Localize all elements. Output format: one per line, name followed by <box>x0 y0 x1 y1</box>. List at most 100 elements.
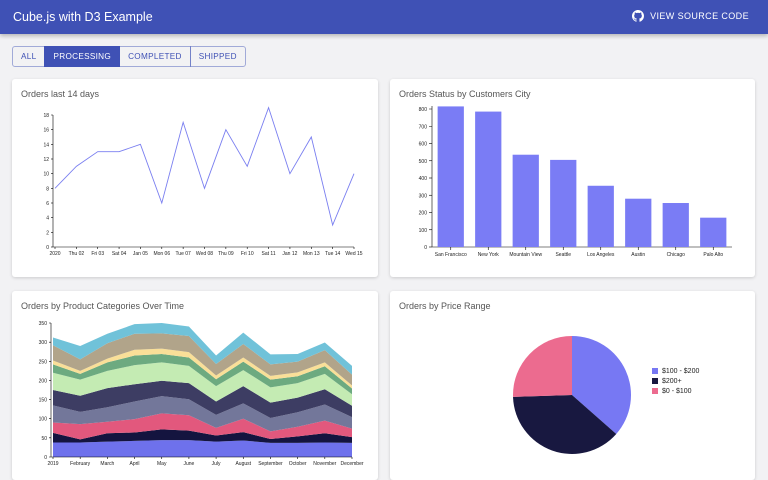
x-tick-label: September <box>258 461 283 467</box>
status-tabs: ALL PROCESSING COMPLETED SHIPPED <box>12 46 246 67</box>
y-tick-label: 600 <box>419 142 428 148</box>
bar-chart-title: Orders Status by Customers City <box>399 89 531 99</box>
y-tick-label: 350 <box>39 321 48 327</box>
area-series <box>53 413 352 440</box>
x-tick-label: Fri 03 <box>91 251 104 257</box>
orders-line <box>54 106 355 227</box>
bar <box>475 111 502 248</box>
x-tick-label: Fri 10 <box>241 251 254 257</box>
legend-swatch <box>652 378 658 384</box>
x-tick-label: 2019 <box>47 461 58 467</box>
x-tick-label: Palo Alto <box>703 252 723 258</box>
x-tick-label: December <box>340 461 363 467</box>
bar-chart-card: Orders Status by Customers City 0 100 200 3… <box>390 79 755 277</box>
x-tick-label: February <box>70 461 91 467</box>
x-tick-label: April <box>130 461 140 467</box>
legend-swatch <box>652 368 658 374</box>
y-tick-label: 300 <box>39 340 48 346</box>
x-tick-label: August <box>235 461 251 467</box>
x-tick-label: Chicago <box>667 252 686 258</box>
y-tick-label: 200 <box>39 378 48 384</box>
y-tick-label: 6 <box>46 201 49 207</box>
area-chart: 0 50 100 150 200 250 300 350 2019 February March Ap… <box>39 321 364 467</box>
y-tick-label: 100 <box>419 228 428 234</box>
x-tick-label: Mon 06 <box>153 251 170 257</box>
area-series <box>53 429 352 443</box>
tab-shipped[interactable]: SHIPPED <box>189 46 246 67</box>
legend-label: $0 - $100 <box>662 387 692 395</box>
y-tick-label: 14 <box>43 142 49 148</box>
x-tick-label: Seattle <box>555 252 571 258</box>
x-tick-label: Jan 05 <box>133 251 148 257</box>
area-series <box>53 333 352 386</box>
line-chart: 0 2 4 6 8 10 12 14 16 18 2020 Thu 02 Fri 03 Sat 04 Jan… <box>43 106 363 257</box>
bar <box>512 154 539 247</box>
area-series <box>53 440 352 457</box>
area-series <box>53 362 352 406</box>
x-tick-label: October <box>289 461 307 467</box>
y-tick-label: 700 <box>419 124 428 130</box>
x-tick-label: Mountain View <box>509 252 542 258</box>
tab-all[interactable]: ALL <box>12 46 46 67</box>
pie-legend: $100 - $200 $200+ $0 - $100 <box>652 366 699 396</box>
legend-label: $200+ <box>662 377 682 385</box>
area-series <box>53 354 352 395</box>
legend-item: $100 - $200 <box>652 366 699 376</box>
y-tick-label: 100 <box>39 417 48 423</box>
area-chart-title: Orders by Product Categories Over Time <box>21 301 185 311</box>
tab-completed[interactable]: COMPLETED <box>119 46 191 67</box>
y-tick-label: 0 <box>46 245 49 251</box>
x-tick-label: July <box>212 461 221 467</box>
legend-swatch <box>652 388 658 394</box>
x-tick-label: May <box>157 461 167 467</box>
bar <box>550 159 577 247</box>
line-chart-title: Orders last 14 days <box>21 89 100 99</box>
github-icon <box>632 10 645 22</box>
bar <box>587 185 614 247</box>
y-tick-label: 800 <box>419 107 428 113</box>
x-tick-label: Tue 14 <box>325 251 341 257</box>
y-tick-label: 400 <box>419 176 428 182</box>
pie-slice <box>572 336 631 435</box>
y-tick-label: 4 <box>46 216 49 222</box>
y-tick-label: 500 <box>419 159 428 165</box>
x-tick-label: Jan 12 <box>282 251 297 257</box>
y-tick-label: 8 <box>46 186 49 192</box>
bar <box>700 217 727 247</box>
legend-item: $200+ <box>652 376 699 386</box>
bar <box>437 106 464 247</box>
area-series <box>53 348 352 389</box>
x-tick-label: New York <box>478 252 500 258</box>
area-series <box>53 396 352 432</box>
bar <box>625 198 652 247</box>
x-tick-label: June <box>183 461 194 467</box>
pie-chart-card: Orders by Price Range $100 - $200 $200+ … <box>390 291 755 480</box>
pie-slice <box>513 395 617 454</box>
tab-processing[interactable]: PROCESSING <box>44 46 121 67</box>
x-tick-label: Sat 04 <box>112 251 127 257</box>
x-tick-label: Thu 09 <box>218 251 234 257</box>
legend-label: $100 - $200 <box>662 367 700 375</box>
y-tick-label: 0 <box>424 245 427 251</box>
y-tick-label: 2 <box>46 230 49 236</box>
x-tick-label: Thu 02 <box>69 251 85 257</box>
y-tick-label: 10 <box>43 172 49 178</box>
app-title: Cube.js with D3 Example <box>13 10 153 24</box>
y-tick-label: 200 <box>419 211 428 217</box>
pie-chart-title: Orders by Price Range <box>399 301 491 311</box>
x-tick-label: March <box>100 461 114 467</box>
bar-chart: 0 100 200 300 400 500 600 700 800 San Francisco Ne… <box>419 106 732 258</box>
legend-item: $0 - $100 <box>652 386 699 396</box>
app-bar: Cube.js with D3 Example VIEW SOURCE CODE <box>0 0 768 34</box>
x-tick-label: 2020 <box>49 251 60 257</box>
x-tick-label: San Francisco <box>435 252 467 258</box>
y-tick-label: 0 <box>44 455 47 461</box>
y-tick-label: 250 <box>39 359 48 365</box>
area-series <box>53 380 352 418</box>
pie-chart <box>513 336 631 454</box>
y-tick-label: 50 <box>41 436 47 442</box>
view-source-button[interactable]: VIEW SOURCE CODE <box>632 10 749 22</box>
x-tick-label: Tue 07 <box>175 251 191 257</box>
x-tick-label: Mon 13 <box>303 251 320 257</box>
x-tick-label: Wed 15 <box>345 251 362 257</box>
